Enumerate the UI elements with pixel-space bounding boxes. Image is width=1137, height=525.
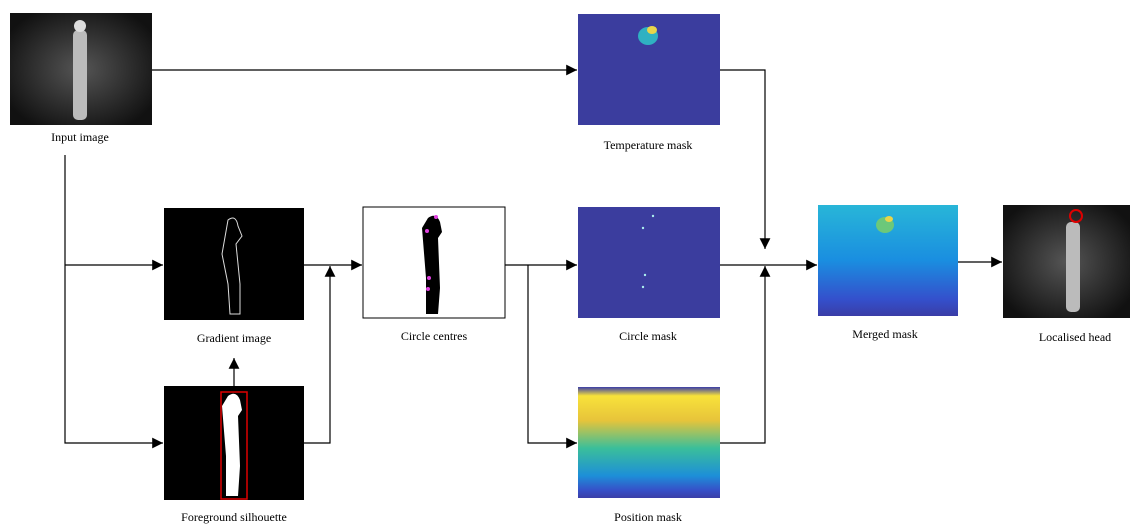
foreground-silhouette-image	[164, 386, 304, 500]
node-label: Foreground silhouette	[181, 510, 287, 524]
node-label: Gradient image	[197, 331, 271, 345]
node-label: Circle centres	[401, 329, 468, 343]
node-label: Merged mask	[852, 327, 917, 341]
circle-centres-image	[363, 207, 505, 318]
node-label: Circle mask	[619, 329, 677, 343]
merged-mask-image	[818, 205, 958, 316]
position-mask-image	[578, 387, 720, 498]
node-label: Temperature mask	[604, 138, 693, 152]
temperature-mask-image	[578, 14, 720, 125]
circle-mask-image	[578, 207, 720, 318]
input-image	[10, 13, 152, 125]
pipeline-diagram: Input image Temperature mask Gradient im…	[0, 0, 1137, 525]
localised-head-image	[1003, 205, 1130, 318]
node-label: Input image	[51, 130, 109, 144]
node-label: Localised head	[1039, 330, 1111, 344]
gradient-image	[164, 208, 304, 320]
node-label: Position mask	[614, 510, 682, 524]
